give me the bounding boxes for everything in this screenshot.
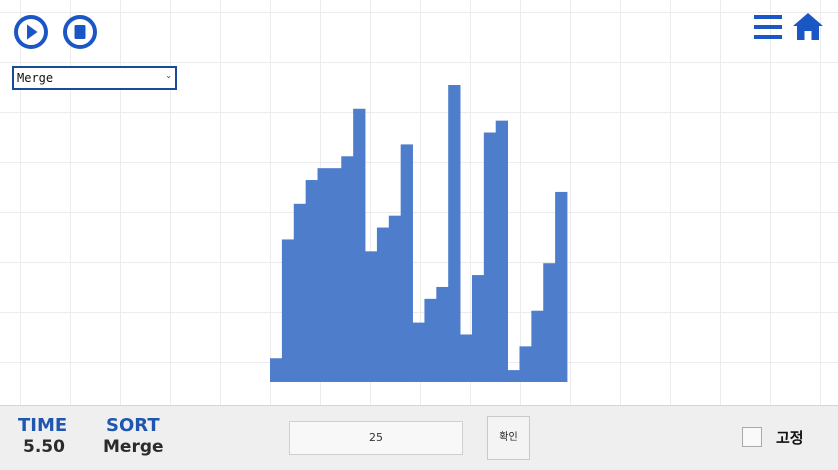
menu-button[interactable] bbox=[753, 13, 783, 41]
sort-bar bbox=[436, 286, 449, 382]
sort-bar bbox=[424, 298, 437, 382]
sort-bar bbox=[483, 132, 497, 382]
sort-bar bbox=[460, 334, 473, 382]
play-button[interactable] bbox=[13, 14, 49, 50]
stop-circle-icon bbox=[63, 15, 97, 49]
sort-bar bbox=[365, 251, 378, 382]
sort-bar bbox=[305, 180, 318, 382]
sort-label: SORT bbox=[106, 415, 160, 436]
home-button[interactable] bbox=[792, 12, 824, 42]
sort-bar bbox=[471, 275, 485, 382]
sort-bar bbox=[281, 239, 295, 382]
fix-label: 고정 bbox=[776, 429, 804, 447]
play-circle-icon bbox=[14, 15, 48, 49]
sort-bar bbox=[376, 227, 390, 382]
algorithm-select[interactable]: Merge ⌄ bbox=[12, 66, 177, 90]
hamburger-menu-icon bbox=[754, 15, 782, 39]
sort-bar bbox=[270, 358, 283, 382]
sort-bar bbox=[448, 85, 461, 382]
sort-bar bbox=[507, 370, 520, 382]
sort-bar bbox=[388, 215, 402, 382]
home-icon bbox=[793, 13, 823, 40]
sort-bar bbox=[519, 346, 532, 382]
sort-bar bbox=[543, 263, 556, 382]
sort-bar bbox=[317, 168, 330, 382]
array-size-input[interactable]: 25 bbox=[289, 421, 463, 455]
chevron-down-icon: ⌄ bbox=[165, 71, 172, 80]
time-value: 5.50 bbox=[23, 437, 65, 457]
sort-bar-chart bbox=[270, 85, 568, 382]
sort-value: Merge bbox=[103, 437, 164, 457]
sort-bar bbox=[531, 310, 544, 382]
sort-bar bbox=[353, 108, 366, 382]
sort-bar bbox=[329, 168, 342, 382]
time-label: TIME bbox=[18, 415, 68, 436]
confirm-button[interactable]: 확인 bbox=[487, 416, 530, 460]
fix-checkbox[interactable] bbox=[742, 427, 762, 447]
sort-bar bbox=[495, 120, 508, 382]
sort-bar bbox=[400, 144, 413, 382]
sort-bar bbox=[293, 203, 307, 382]
sort-bar bbox=[341, 156, 354, 382]
bottom-status-bar: TIME 5.50 SORT Merge 25 확인 고정 bbox=[0, 405, 838, 470]
sort-bar bbox=[555, 191, 568, 382]
algorithm-select-value: Merge bbox=[17, 71, 54, 85]
sort-bar bbox=[412, 322, 425, 382]
stop-button[interactable] bbox=[62, 14, 98, 50]
